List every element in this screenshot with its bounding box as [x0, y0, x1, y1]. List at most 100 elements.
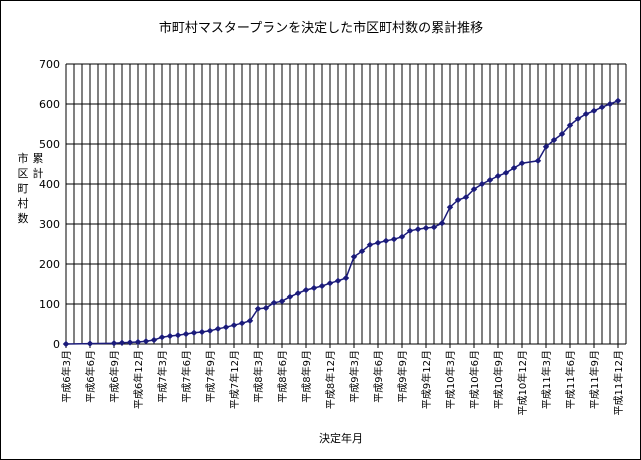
data-point — [246, 317, 254, 324]
data-point — [342, 274, 350, 282]
series-line — [65, 100, 619, 345]
x-tick-label: 平成11年12月 — [612, 350, 625, 415]
data-point — [206, 327, 214, 334]
data-point — [166, 332, 174, 340]
y-tick-label: 500 — [39, 138, 60, 151]
data-point — [294, 290, 302, 297]
data-point — [110, 340, 118, 347]
x-tick-label: 平成6年3月 — [60, 350, 73, 403]
x-tick-label: 平成9年3月 — [348, 350, 361, 403]
data-point — [326, 280, 334, 287]
data-point — [422, 224, 430, 232]
x-tick-label: 平成8年3月 — [252, 350, 265, 403]
data-point — [486, 176, 494, 184]
data-point — [126, 339, 134, 346]
data-point — [366, 241, 374, 248]
x-tick-label: 平成10年9月 — [492, 350, 505, 409]
x-axis-ticks: 平成6年3月 平成6年6月 平成6年9月 平成6年12月 平成7年3月 平成7年6月 平成7… — [60, 344, 625, 415]
y-axis-label-char: 市 — [18, 151, 29, 165]
x-tick-label: 平成11年6月 — [564, 350, 577, 409]
data-point — [518, 160, 526, 167]
data-point — [262, 304, 270, 312]
x-tick-label: 平成9年6月 — [372, 350, 385, 403]
data-point — [414, 226, 422, 233]
data-point — [398, 233, 406, 240]
y-axis-label-char: 累 — [33, 152, 44, 165]
data-point — [542, 143, 550, 150]
y-tick-label: 300 — [39, 218, 60, 231]
y-tick-label: 100 — [39, 298, 60, 311]
data-point — [334, 277, 342, 284]
x-tick-label: 平成9年12月 — [420, 350, 433, 409]
data-point — [310, 284, 318, 292]
x-tick-label: 平成7年12月 — [228, 350, 241, 409]
x-tick-label: 平成7年6月 — [180, 350, 193, 403]
data-point — [358, 248, 366, 255]
data-point — [134, 338, 142, 346]
data-point — [438, 220, 446, 227]
x-tick-label: 平成10年3月 — [444, 350, 457, 409]
y-axis-label-char: 数 — [18, 212, 29, 225]
data-point — [302, 286, 310, 294]
data-point — [174, 332, 182, 339]
data-point — [382, 237, 390, 244]
chart-title: 市町村マスタープランを決定した市区町村数の累計推移 — [159, 20, 483, 36]
x-tick-label: 平成6年6月 — [84, 350, 97, 403]
data-point — [478, 180, 486, 188]
x-tick-label: 平成7年9月 — [204, 350, 217, 403]
y-axis-label-char: 計 — [33, 166, 44, 180]
data-point — [142, 338, 150, 345]
data-point — [118, 339, 126, 346]
data-point — [558, 130, 566, 138]
data-point — [238, 320, 246, 327]
data-point — [606, 100, 614, 108]
data-point — [62, 340, 70, 348]
x-tick-label: 平成11年3月 — [540, 350, 553, 409]
series-markers — [62, 97, 622, 348]
y-axis-label-char: 町 — [18, 182, 29, 195]
data-point — [598, 104, 606, 111]
x-tick-label: 平成7年3月 — [156, 350, 169, 403]
y-axis-label-char: 村 — [18, 196, 29, 210]
data-point — [318, 282, 326, 290]
x-tick-label: 平成11年9月 — [588, 350, 601, 409]
data-point — [566, 122, 574, 129]
x-tick-label: 平成8年12月 — [324, 350, 337, 409]
data-point — [190, 329, 198, 336]
data-point — [406, 227, 414, 234]
data-point — [614, 97, 622, 104]
data-point — [582, 110, 590, 118]
data-point — [502, 169, 510, 176]
grid — [65, 63, 627, 345]
data-point — [454, 196, 462, 204]
y-axis-ticks: 0 100 200 300 400 500 600 700 — [39, 58, 60, 351]
data-point — [286, 293, 294, 300]
data-point — [374, 239, 382, 246]
data-point — [574, 115, 582, 122]
data-point — [446, 204, 454, 211]
y-axis-label-char: 区 — [18, 167, 29, 180]
data-point — [182, 330, 190, 338]
data-point — [222, 324, 230, 331]
data-point — [158, 334, 166, 341]
y-tick-label: 200 — [39, 258, 60, 271]
x-tick-label: 平成6年12月 — [132, 350, 145, 409]
x-axis-label: 決定年月 — [319, 431, 363, 445]
data-point — [462, 194, 470, 201]
y-tick-label: 600 — [39, 98, 60, 111]
data-point — [494, 172, 502, 180]
x-tick-label: 平成10年6月 — [468, 350, 481, 409]
x-tick-label: 平成9年9月 — [396, 350, 409, 403]
data-point — [510, 164, 518, 172]
x-tick-label: 平成10年12月 — [516, 350, 529, 415]
data-point — [470, 186, 478, 193]
y-tick-label: 700 — [39, 58, 60, 71]
data-point — [86, 340, 94, 347]
data-point — [430, 224, 438, 231]
data-point — [590, 107, 598, 114]
x-tick-label: 平成6年9月 — [108, 350, 121, 403]
data-point — [270, 299, 278, 306]
